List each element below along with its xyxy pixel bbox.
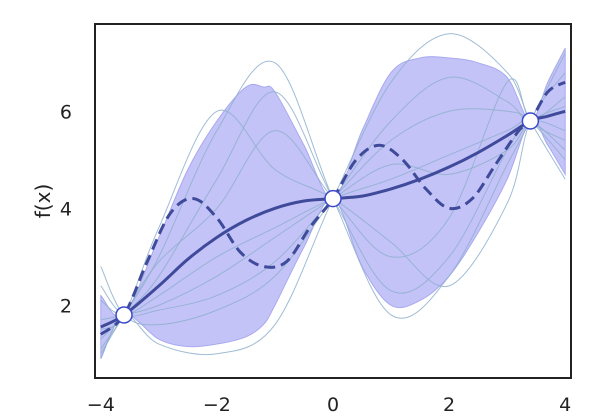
true-function-layer [99, 80, 566, 336]
x-tick-label: −2 [203, 394, 231, 416]
observation-point-1 [115, 306, 133, 324]
mean-line [100, 109, 566, 329]
y-tick-label: 6 [60, 101, 72, 123]
y-tick-labels: 2 4 6 [60, 101, 72, 317]
x-tick-label: 4 [559, 394, 571, 416]
mean-line-layer [100, 109, 566, 329]
observation-points-layer [115, 112, 540, 324]
confidence-band [100, 48, 566, 359]
true-function-line [99, 80, 566, 336]
x-tick-label: 2 [443, 394, 455, 416]
x-tick-label: 0 [327, 394, 339, 416]
x-tick-labels: −4 −2 0 2 4 [87, 394, 571, 416]
plot-frame [94, 23, 572, 379]
observation-point-2 [324, 189, 342, 208]
y-tick-label: 4 [60, 198, 72, 220]
observation-point-3 [521, 112, 540, 130]
x-tick-label: −4 [87, 394, 115, 416]
y-axis-label: f(x) [31, 184, 55, 218]
y-tick-label: 2 [60, 295, 72, 317]
confidence-band-layer [100, 48, 566, 359]
